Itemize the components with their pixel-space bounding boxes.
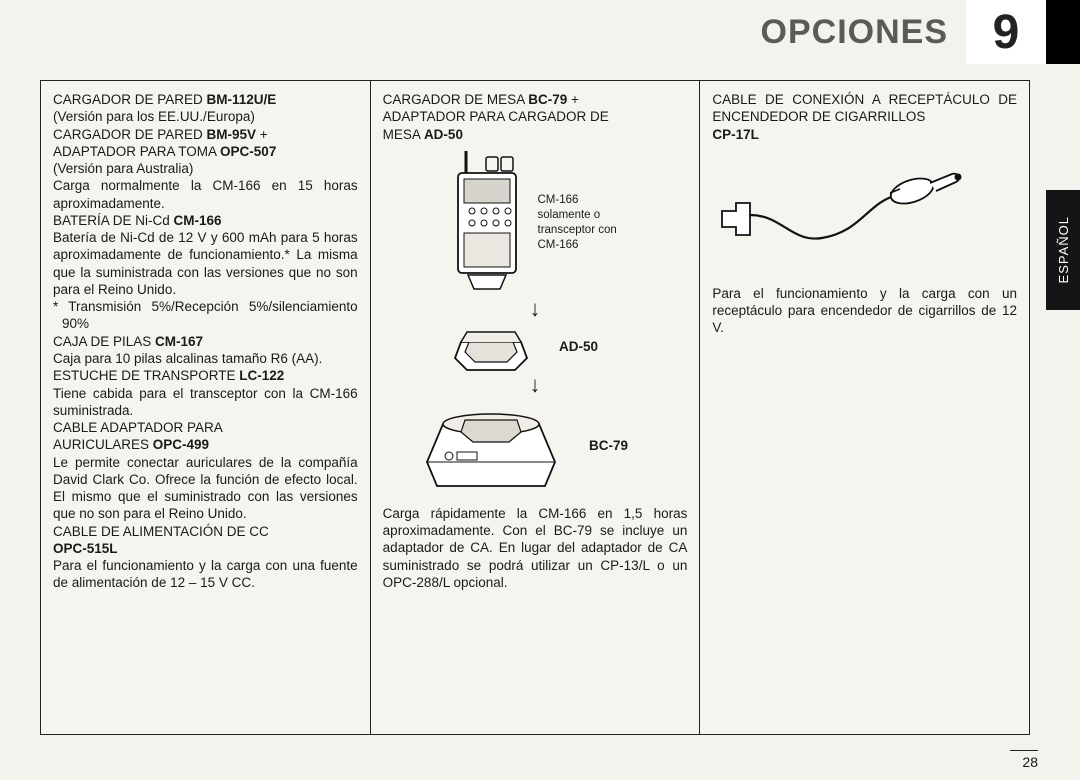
c1-line13: Tiene cabida para el transceptor con la … [53,385,358,420]
page-header: OPCIONES 9 [0,0,1080,64]
c1-line12: ESTUCHE DE TRANSPORTE LC-122 [53,367,358,384]
chapter-number: 9 [966,0,1046,64]
c1-line15: AURICULARES OPC-499 [53,436,358,453]
c1-line19: Para el funcionamiento y la carga con un… [53,557,358,592]
charger-icon [421,398,561,493]
c1-line16: Le permite conectar auriculares de la co… [53,454,358,523]
c1-line14: CABLE ADAPTADOR PARA [53,419,358,436]
diagram-note: CM-166 solamente o transceptor con CM-16… [538,193,633,253]
c1-line8: Batería de Ni-Cd de 12 V y 600 mAh para … [53,229,358,298]
c1-line17: CABLE DE ALIMENTACIÓN DE CC [53,523,358,540]
down-arrow-icon: ↓ [530,298,541,320]
c2-body: Carga rápidamente la CM-166 en 1,5 horas… [383,505,688,591]
bc79-label: BC-79 [589,438,649,453]
c2-h1: CARGADOR DE MESA BC-79 + [383,91,688,108]
c1-line5: (Versión para Australia) [53,160,358,177]
c1-line9: * Transmisión 5%/Recepción 5%/silenciami… [53,298,358,333]
c2-h2: ADAPTADOR PARA CARGADOR DE [383,108,688,125]
down-arrow-icon-2: ↓ [530,374,541,396]
c1-line18: OPC-515L [53,540,358,557]
c1-line10: CAJA DE PILAS CM-167 [53,333,358,350]
c3-h1: CABLE DE CONEXIÓN A RECEPTÁCULO DE ENCEN… [712,91,1017,126]
manual-page: OPCIONES 9 ESPAÑOL CARGADOR DE PARED BM-… [0,0,1080,780]
c1-line1: CARGADOR DE PARED BM-112U/E [53,91,358,108]
c1-line6: Carga normalmente la CM-166 en 15 horas … [53,177,358,212]
content-box: CARGADOR DE PARED BM-112U/E (Versión par… [40,80,1030,735]
ad50-label: AD-50 [559,339,619,354]
language-tab: ESPAÑOL [1046,190,1080,310]
c3-body: Para el funcionamiento y la carga con un… [712,285,1017,337]
adapter-icon [451,322,531,372]
c1-line11: Caja para 10 pilas alcalinas tamaño R6 (… [53,350,358,367]
charger-diagram: CM-166 solamente o transceptor con CM-16… [383,151,688,493]
page-number: 28 [1010,750,1038,770]
c1-line2: (Versión para los EE.UU./Europa) [53,108,358,125]
c2-h3: MESA AD-50 [383,126,688,143]
c1-line7: BATERÍA DE Ni-Cd CM-166 [53,212,358,229]
c1-line4: ADAPTADOR PARA TOMA OPC-507 [53,143,358,160]
c3-h2: CP-17L [712,126,1017,143]
column-2: CARGADOR DE MESA BC-79 + ADAPTADOR PARA … [370,81,700,734]
section-title: OPCIONES [761,13,948,52]
column-3: CABLE DE CONEXIÓN A RECEPTÁCULO DE ENCEN… [699,81,1029,734]
c1-line3: CARGADOR DE PARED BM-95V + [53,126,358,143]
radio-icon [438,151,528,296]
cigarette-plug-icon [712,153,972,263]
column-1: CARGADOR DE PARED BM-112U/E (Versión par… [41,81,370,734]
language-tab-label: ESPAÑOL [1056,216,1071,283]
